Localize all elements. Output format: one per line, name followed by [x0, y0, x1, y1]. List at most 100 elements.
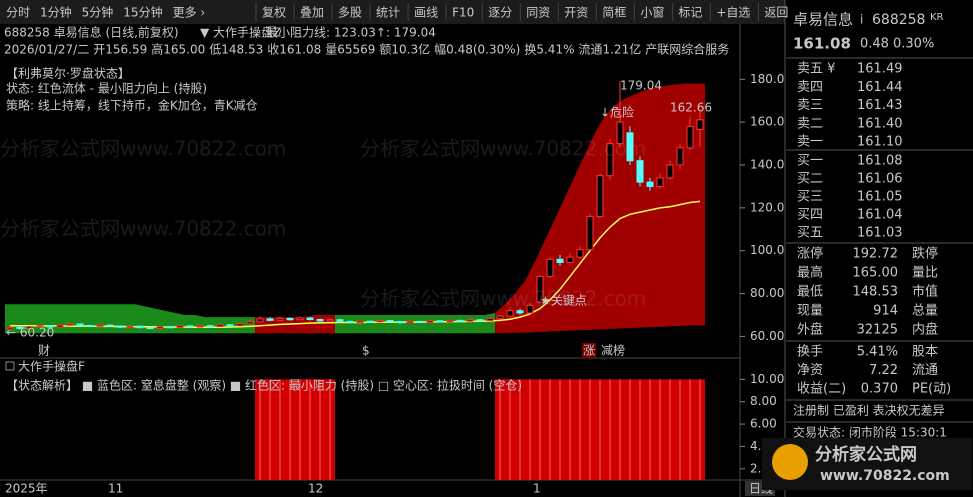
quote-field: 2026/01/27/二 [4, 43, 89, 57]
x-label: 11 [108, 482, 123, 496]
row-label: 买二 [797, 172, 823, 187]
band [485, 312, 495, 334]
candle-body [126, 325, 134, 328]
toolbar-button[interactable]: 标记 [678, 6, 702, 20]
candle-body [86, 325, 94, 327]
candle-body [136, 325, 144, 329]
candle-body [586, 215, 594, 251]
quote-field: 高165.00 [151, 42, 205, 57]
toolbar-button[interactable]: 返回 [764, 6, 788, 20]
candle-body [546, 258, 554, 277]
band [335, 315, 345, 334]
x-label: 12 [308, 482, 323, 496]
band [285, 317, 295, 334]
toolbar-button[interactable]: 叠加 [300, 6, 324, 20]
tab[interactable]: 1分钟 [40, 5, 72, 20]
candle-body [426, 320, 434, 323]
candle-body [186, 325, 194, 328]
band [595, 115, 605, 330]
row-label: 现量 [797, 304, 823, 319]
toolbar-button[interactable]: 统计 [376, 6, 400, 20]
y-tick-label: 120.0 [750, 200, 784, 214]
row-value: 161.06 [857, 172, 903, 187]
band [315, 315, 325, 334]
row-label: PE(动) [912, 382, 951, 397]
tag [582, 343, 596, 358]
toolbar-button[interactable]: 多股 [338, 6, 362, 20]
band [115, 304, 125, 334]
tab[interactable]: 5分钟 [82, 5, 114, 20]
toolbar-button[interactable]: 画线 [414, 6, 438, 20]
y-tick-label: 8.00 [750, 394, 777, 408]
kr: KR [930, 12, 944, 23]
candle-body [36, 325, 44, 328]
quote-field: 流通1.21亿 [578, 42, 641, 57]
candle-body [296, 317, 304, 321]
candle-body [326, 319, 334, 322]
candle-body [106, 324, 114, 327]
toolbar-button[interactable]: 开资 [564, 6, 588, 20]
stock-name: 卓易信息 [793, 11, 853, 29]
toolbar-button[interactable]: 小窗 [640, 6, 664, 20]
band [635, 90, 645, 328]
candle-body [536, 275, 544, 303]
tab[interactable]: 分时 [6, 6, 30, 20]
tab[interactable]: 更多 › [173, 6, 206, 20]
candle-body [346, 320, 354, 323]
candle-body [516, 310, 524, 314]
candle-body [216, 324, 224, 328]
band [95, 304, 105, 334]
band [695, 83, 705, 326]
change: 0.48 [860, 37, 889, 52]
candle-body [446, 319, 454, 323]
candle-body [266, 318, 274, 321]
band [175, 312, 185, 334]
trade: 交易状态: 闭市阶段 15:30:1 [793, 425, 947, 440]
y-tick-label: 180.0 [750, 72, 784, 86]
candle-body [646, 181, 654, 187]
annotation: $ [362, 344, 370, 358]
toolbar-button[interactable]: 简框 [602, 6, 626, 20]
candle-body [66, 323, 74, 326]
info: 最小阻力线: 123.03↑ [266, 26, 386, 40]
candle-body [306, 317, 314, 320]
toolbar-button[interactable]: +自选 [716, 6, 750, 20]
quote-field: 量65569 [325, 43, 375, 57]
candle-body [556, 258, 564, 263]
toolbar-button[interactable]: 同资 [526, 6, 550, 20]
toolbar-button[interactable]: 逐分 [488, 6, 512, 20]
band [55, 304, 65, 334]
row-label: 买三 [797, 190, 823, 205]
band [375, 315, 385, 334]
candle-body [96, 324, 104, 327]
x-label: 1 [533, 482, 541, 496]
toolbar-button[interactable]: 复权 [262, 6, 286, 20]
candle-body [256, 318, 264, 323]
candle-body [336, 319, 344, 322]
row-label: 买一 [797, 154, 823, 169]
candle-body [276, 317, 284, 321]
candle-body [506, 310, 514, 317]
band [165, 310, 175, 334]
candle-body [356, 320, 364, 324]
pct: 0.30% [893, 37, 934, 52]
band [395, 315, 405, 334]
band [435, 315, 445, 334]
toolbar-button[interactable]: F10 [452, 6, 474, 20]
band [295, 317, 305, 334]
row-label: 换手 [797, 345, 823, 360]
band [105, 304, 115, 334]
band [615, 98, 625, 329]
row-label: 买五 [797, 226, 823, 241]
candle-body [376, 320, 384, 323]
watermark: 分析家公式网www.70822.com [0, 217, 286, 241]
band [665, 84, 675, 327]
row-label: 卖三 [797, 98, 823, 113]
tab[interactable]: 15分钟 [123, 5, 162, 20]
candle-body [246, 321, 254, 325]
candle-body [696, 119, 704, 130]
row-label: 市值 [912, 284, 938, 300]
row-value: 161.49 [857, 62, 903, 77]
candle-body [316, 319, 324, 322]
